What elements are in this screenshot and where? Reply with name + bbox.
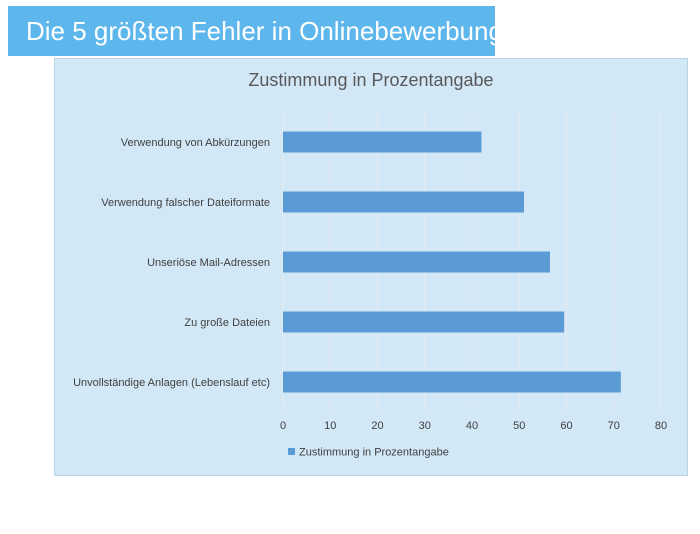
bars xyxy=(283,131,621,393)
category-label: Verwendung von Abkürzungen xyxy=(121,137,270,149)
category-label: Zu große Dateien xyxy=(184,317,270,329)
x-tick-label: 10 xyxy=(324,420,336,432)
bar-3 xyxy=(283,251,550,273)
x-tick-label: 60 xyxy=(560,420,572,432)
x-tick-label: 80 xyxy=(655,420,667,432)
category-label: Unvollständige Anlagen (Lebenslauf etc) xyxy=(73,377,270,389)
bar-1 xyxy=(283,131,482,153)
chart-title: Zustimmung in Prozentangabe xyxy=(248,70,493,90)
x-tick-label: 0 xyxy=(280,420,286,432)
x-tick-label: 20 xyxy=(371,420,383,432)
x-tick-label: 70 xyxy=(608,420,620,432)
x-tick-label: 30 xyxy=(419,420,431,432)
legend-label: Zustimmung in Prozentangabe xyxy=(299,447,449,459)
page-title: Die 5 größten Fehler in Onlinebewerbunge… xyxy=(26,16,532,46)
category-labels: Verwendung von Abkürzungen Verwendung fal… xyxy=(73,137,270,389)
legend-swatch xyxy=(288,448,295,455)
legend: Zustimmung in Prozentangabe xyxy=(288,447,449,459)
x-axis-ticks: 0 10 20 30 40 50 60 70 80 xyxy=(280,420,667,432)
bar-2 xyxy=(283,191,524,213)
category-label: Verwendung falscher Dateiformate xyxy=(101,197,270,209)
category-label: Unseriöse Mail-Adressen xyxy=(147,257,270,269)
bar-4 xyxy=(283,311,565,333)
x-tick-label: 40 xyxy=(466,420,478,432)
bar-5 xyxy=(283,371,621,393)
x-tick-label: 50 xyxy=(513,420,525,432)
header-banner: Die 5 größten Fehler in Onlinebewerbunge… xyxy=(8,6,532,56)
